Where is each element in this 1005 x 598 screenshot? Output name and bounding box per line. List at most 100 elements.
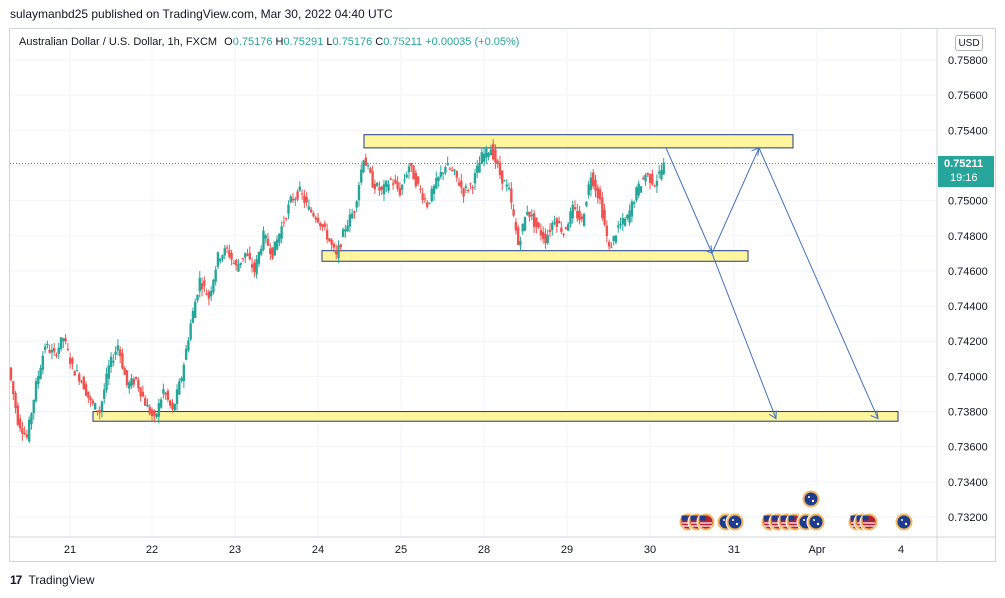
last-price-value: 0.75211	[944, 158, 984, 170]
candle-body	[521, 223, 524, 232]
tradingview-brand[interactable]: 17 TradingView	[10, 573, 95, 587]
candle-body	[355, 201, 358, 208]
candle-body	[21, 428, 24, 434]
change-value: +0.00035 (+0.05%)	[425, 36, 520, 48]
candle-body	[162, 389, 165, 394]
y-tick-label: 0.75400	[948, 125, 988, 137]
candle-body	[257, 251, 261, 264]
flag-star	[901, 519, 903, 521]
candle-body	[644, 175, 647, 182]
candle-body	[567, 224, 570, 231]
candle-body	[278, 233, 281, 243]
y-tick-label: 0.73800	[948, 407, 988, 419]
candle-body	[237, 264, 240, 272]
candle-body	[98, 409, 101, 413]
candle-body	[57, 347, 60, 354]
arrow-head-icon	[751, 147, 760, 156]
candle-body	[187, 340, 190, 351]
flag-canton	[850, 515, 857, 521]
x-tick-label: Apr	[808, 544, 825, 556]
candle-body	[378, 187, 381, 191]
candle-body	[259, 248, 263, 255]
y-tick-label: 0.73400	[948, 477, 988, 489]
candle-body	[239, 262, 242, 265]
candle-body	[389, 178, 393, 180]
candle-body	[255, 259, 258, 275]
flag-fill	[809, 515, 823, 529]
candle-body	[632, 202, 636, 205]
y-tick-label: 0.74400	[948, 301, 988, 313]
candle-body	[478, 163, 481, 173]
candle-body	[125, 370, 129, 386]
candle-body	[460, 180, 463, 188]
candle-body	[294, 198, 297, 200]
candle-body	[366, 165, 370, 167]
low-value: 0.75176	[332, 36, 373, 48]
flag-star	[735, 522, 739, 526]
candle-body	[523, 217, 527, 231]
publisher-line: sulaymanbd25 published on TradingView.co…	[10, 7, 393, 21]
candle-body	[116, 345, 120, 351]
candle-body	[437, 176, 440, 181]
candle-body	[169, 400, 172, 406]
candle-body	[96, 410, 99, 412]
candle-body	[175, 389, 179, 405]
high-value: 0.75291	[283, 36, 324, 48]
candle-body	[225, 247, 229, 249]
candle-body	[59, 337, 63, 349]
candle-body	[494, 149, 497, 163]
candle-body	[375, 182, 379, 186]
candle-body	[173, 403, 176, 411]
symbol-name[interactable]: Australian Dollar / U.S. Dollar, 1h, FXC…	[19, 36, 218, 48]
tradingview-logo-icon: 17	[10, 573, 22, 587]
candle-body	[648, 174, 652, 184]
candle-body	[510, 188, 513, 203]
candle-body	[455, 170, 458, 178]
currency-button[interactable]: USD	[955, 35, 983, 51]
candle-body	[660, 170, 663, 180]
candle-body	[416, 176, 420, 184]
candle-body	[141, 391, 145, 397]
candle-body	[282, 222, 286, 224]
candle-body	[612, 235, 615, 241]
candle-body	[205, 293, 208, 295]
last-price-tag: 0.75211 19:16	[938, 156, 994, 187]
candle-body	[655, 180, 659, 187]
projection-arrow-branch	[711, 253, 777, 419]
candle-body	[653, 185, 656, 187]
candle-body	[457, 182, 461, 186]
candle-body	[501, 170, 504, 184]
candle-body	[143, 398, 147, 406]
candle-body	[335, 250, 338, 255]
candle-body	[91, 400, 95, 404]
candle-body	[610, 247, 613, 249]
candle-body	[307, 206, 311, 210]
candle-body	[16, 405, 20, 425]
candle-body	[25, 434, 29, 438]
candle-body	[207, 291, 211, 299]
candle-body	[87, 391, 90, 398]
candle-body	[541, 231, 545, 239]
candle-body	[451, 170, 454, 172]
candle-body	[516, 227, 520, 245]
candle-body	[166, 390, 170, 400]
candle-body	[362, 160, 365, 173]
candle-body	[480, 152, 483, 164]
projection-arrows	[665, 146, 879, 420]
candle-body	[407, 166, 411, 173]
candle-body	[332, 244, 336, 248]
candle-body	[601, 197, 604, 219]
candle-body	[46, 343, 49, 346]
x-tick-label: 4	[898, 544, 904, 556]
au-flag-icon	[806, 512, 826, 532]
candle-body	[310, 209, 313, 213]
candle-body	[275, 239, 279, 250]
candle-body	[62, 338, 65, 342]
flag-canton	[699, 515, 706, 521]
candle-body	[287, 204, 290, 214]
candle-body	[432, 185, 436, 194]
candle-body	[623, 218, 627, 226]
low-label: L	[326, 36, 333, 48]
arrow-head-icon	[768, 410, 777, 420]
